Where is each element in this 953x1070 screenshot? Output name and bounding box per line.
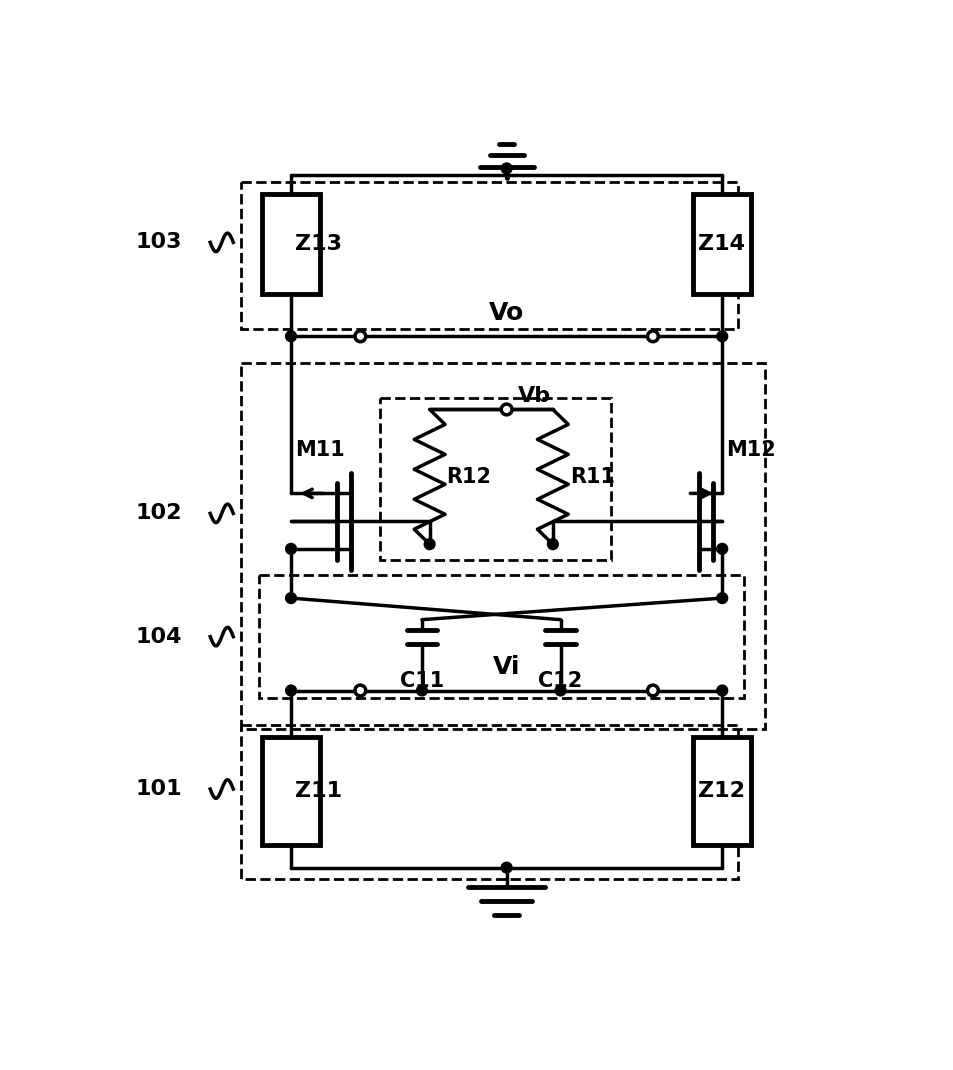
Circle shape <box>500 163 512 173</box>
Text: Z14: Z14 <box>697 234 743 254</box>
Bar <box>241 182 737 328</box>
Text: Vi: Vi <box>493 655 519 679</box>
Bar <box>379 398 610 560</box>
Text: M11: M11 <box>294 440 344 459</box>
Text: 101: 101 <box>135 779 181 799</box>
Bar <box>262 737 319 844</box>
Circle shape <box>416 685 427 696</box>
Bar <box>241 363 763 729</box>
Circle shape <box>716 685 727 696</box>
Circle shape <box>285 593 296 603</box>
Text: C12: C12 <box>537 671 582 691</box>
Circle shape <box>716 593 727 603</box>
Text: Z12: Z12 <box>697 781 743 800</box>
Circle shape <box>285 544 296 554</box>
Bar <box>258 575 743 699</box>
Bar <box>241 725 737 880</box>
Circle shape <box>500 404 512 415</box>
Text: C11: C11 <box>399 671 443 691</box>
Text: Z11: Z11 <box>294 781 342 800</box>
Circle shape <box>647 331 658 341</box>
Bar <box>693 737 750 844</box>
Circle shape <box>647 685 658 696</box>
Circle shape <box>424 539 435 550</box>
Circle shape <box>355 331 365 341</box>
Circle shape <box>285 331 296 341</box>
Text: 102: 102 <box>135 503 181 523</box>
Text: Vo: Vo <box>489 301 524 325</box>
Circle shape <box>547 539 558 550</box>
Circle shape <box>555 685 565 696</box>
Circle shape <box>716 544 727 554</box>
Circle shape <box>355 685 365 696</box>
Text: 104: 104 <box>135 627 181 646</box>
Circle shape <box>500 862 512 873</box>
Text: R12: R12 <box>446 467 491 487</box>
Text: Vb: Vb <box>517 385 551 406</box>
Bar <box>262 194 319 294</box>
Text: 103: 103 <box>135 232 181 253</box>
Text: M12: M12 <box>725 440 775 459</box>
Text: R11: R11 <box>569 467 614 487</box>
Circle shape <box>716 331 727 341</box>
Text: Z13: Z13 <box>294 234 341 254</box>
Bar <box>693 194 750 294</box>
Circle shape <box>285 685 296 696</box>
